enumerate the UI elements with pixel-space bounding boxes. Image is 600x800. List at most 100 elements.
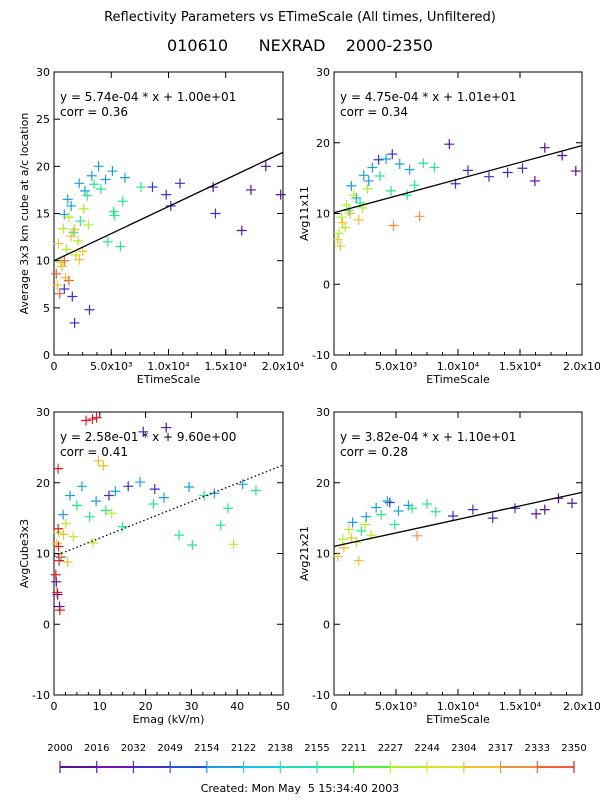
data-point [52,280,63,291]
data-point [386,185,397,196]
plot-panel: 0 5.0x10³ 1.0x10⁴ 1.5x10⁴ 2.0x10-100102030ET… [298,66,600,386]
fit-annotation: corr = 0.34 [340,105,408,119]
data-point [93,455,104,466]
data-point [67,291,78,302]
y-tick-label: -10 [312,689,330,702]
data-point [58,529,69,540]
data-point [184,481,195,492]
data-point [52,587,63,598]
x-tick-label: 0 [51,360,58,373]
data-point [414,211,425,222]
data-point [68,531,79,542]
data-point [502,167,513,178]
y-tick-label: 20 [36,477,50,490]
data-point [107,166,118,177]
colorbar-label: 2000 [47,743,72,754]
colorbar-label: 2032 [121,743,146,754]
data-point [367,162,378,173]
colorbar-label: 2211 [341,743,366,754]
fit-line [333,491,583,548]
colorbar-label: 2317 [488,743,513,754]
y-tick-label: 0 [323,618,330,631]
data-point [161,422,172,433]
plot-panel: 0 5.0x10³ 1.0x10⁴ 1.5x10⁴ 2.0x10⁴ 0 5 10 15 20 25 3… [18,66,305,386]
colorbar-label: 2049 [157,743,182,754]
data-point [79,185,90,196]
y-tick-label: 10 [36,548,50,561]
colorbar-label: 2227 [378,743,403,754]
data-point [53,463,64,474]
data-point [53,541,64,552]
plot-panel: 0 5.0x10³ 1.0x10⁴ 1.5x10⁴ 2.0x10-100102030ET… [298,406,600,726]
data-point [343,524,354,535]
data-point [115,241,126,252]
data-point [58,509,69,520]
data-point [62,556,73,567]
data-point [81,415,92,426]
data-point [110,486,121,497]
data-point [407,503,418,514]
data-point [374,171,385,182]
fit-annotation: y = 2.58e-01 * x + 9.60e+00 [60,430,236,444]
fit-annotation: y = 4.75e-04 * x + 1.01e+01 [340,90,516,104]
data-point [98,460,109,471]
data-point [66,200,77,211]
x-tick-label: 1.5x10⁴ [499,360,542,373]
y-tick-label: 5 [43,302,50,315]
data-point [382,496,393,507]
data-point [237,479,248,490]
y-tick-label: -10 [32,689,50,702]
data-point [60,518,71,529]
x-tick-label: 0 [331,360,338,373]
data-point [69,224,80,235]
x-tick-label: 1.0x10⁴ [437,700,480,713]
data-point [388,220,399,231]
data-point [484,171,494,182]
data-point [119,172,130,183]
data-point [333,228,344,239]
data-point [100,174,111,185]
data-point [158,492,169,503]
data-point [360,519,370,530]
data-point [539,504,550,515]
y-axis-label: AvgCube3x3 [18,519,31,588]
data-point [74,178,85,189]
data-point [462,165,473,176]
x-tick-label: 2.0x10 [563,360,600,373]
data-point [103,490,114,501]
data-point [404,164,415,175]
data-point [71,500,82,511]
data-point [393,506,404,517]
data-point [531,508,542,519]
data-point [394,158,405,169]
data-point [123,481,134,492]
fit-annotation: corr = 0.41 [60,445,128,459]
data-point [517,163,528,174]
x-axis-label: ETimeScale [426,713,490,726]
data-point [51,268,62,279]
data-point [346,532,357,543]
data-point [260,161,271,172]
colorbar-label: 2333 [525,743,550,754]
data-point [529,175,540,186]
x-axis-label: Emag (kV/m) [133,713,205,726]
data-point [58,223,69,234]
data-point [363,175,374,186]
data-point [336,212,347,223]
data-point [53,238,64,249]
data-point [135,477,146,488]
y-tick-label: 15 [36,208,50,221]
data-point [148,498,159,509]
x-tick-label: 40 [230,700,244,713]
data-point [73,235,84,246]
data-point [567,498,578,509]
colorbar-label: 2138 [268,743,293,754]
x-tick-label: 1.0x10⁴ [147,360,190,373]
x-tick-label: 2.0x10 [563,700,600,713]
data-point [57,261,68,272]
data-point [89,179,100,190]
x-tick-label: 1.5x10⁴ [205,360,248,373]
data-point [138,426,149,437]
